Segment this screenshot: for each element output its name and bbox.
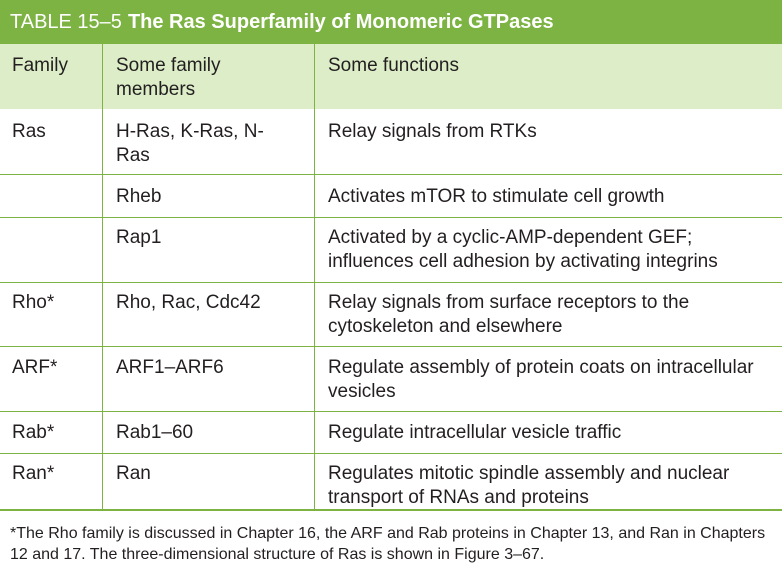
- table-footnote: *The Rho family is discussed in Chapter …: [10, 525, 766, 563]
- table-caption: The Ras Superfamily of Monomeric GTPases: [127, 10, 554, 33]
- header-members: Some family members: [116, 55, 221, 100]
- row-divider: [0, 453, 782, 454]
- row-4-members: Rho, Rac, Cdc42: [116, 292, 261, 313]
- row-divider: [0, 346, 782, 347]
- row-1-members: H-Ras, K-Ras, N-Ras: [116, 121, 264, 166]
- row-2-members: Rheb: [116, 186, 162, 207]
- row-1-family: Ras: [12, 121, 46, 142]
- row-1-functions: Relay signals from RTKs: [328, 121, 537, 142]
- row-4-family: Rho*: [12, 292, 55, 313]
- row-6-family: Rab*: [12, 422, 55, 443]
- row-3-functions: Activated by a cyclic-AMP-dependent GEF;…: [328, 227, 718, 272]
- row-5-family: ARF*: [12, 357, 58, 378]
- column-divider: [314, 44, 315, 509]
- row-divider: [0, 411, 782, 412]
- row-divider: [0, 217, 782, 218]
- row-5-members: ARF1–ARF6: [116, 357, 224, 378]
- row-divider: [0, 174, 782, 175]
- row-6-functions: Regulate intracellular vesicle traffic: [328, 422, 622, 443]
- row-6-members: Rab1–60: [116, 422, 194, 443]
- column-divider: [102, 44, 103, 509]
- table-header-row: Family Some family members Some function…: [0, 44, 782, 109]
- row-7-functions: Regulates mitotic spindle assembly and n…: [328, 463, 730, 508]
- table-bottom-rule: [0, 509, 782, 511]
- row-3-members: Rap1: [116, 227, 162, 248]
- row-7-members: Ran: [116, 463, 151, 484]
- header-family: Family: [12, 55, 68, 76]
- header-functions: Some functions: [328, 55, 459, 76]
- row-divider: [0, 282, 782, 283]
- table-title-bar: TABLE 15–5 The Ras Superfamily of Monome…: [0, 0, 782, 44]
- row-4-functions: Relay signals from surface receptors to …: [328, 292, 690, 337]
- row-7-family: Ran*: [12, 463, 55, 484]
- table-label: TABLE 15–5: [10, 10, 122, 33]
- row-2-functions: Activates mTOR to stimulate cell growth: [328, 186, 665, 207]
- row-5-functions: Regulate assembly of protein coats on in…: [328, 357, 754, 402]
